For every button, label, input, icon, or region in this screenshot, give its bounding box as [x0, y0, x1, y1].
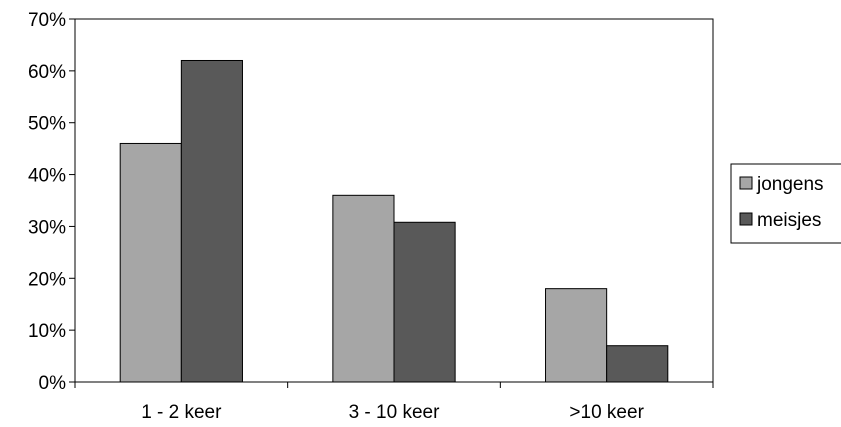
bar-jongens	[332, 194, 395, 383]
y-tick-label: 60%	[28, 62, 66, 83]
legend-swatch	[739, 212, 753, 226]
bar-jongens	[119, 142, 182, 383]
bar-jongens	[545, 288, 608, 383]
legend-swatch	[739, 176, 753, 190]
legend-label: meisjes	[757, 210, 821, 231]
y-tick-label: 10%	[28, 321, 66, 342]
y-tick-label: 50%	[28, 114, 66, 135]
bar-meisjes	[180, 59, 243, 383]
y-axis: 0% 10% 20% 30% 40% 50% 60% 70%	[28, 10, 75, 394]
bars	[119, 59, 669, 383]
y-tick-label: 20%	[28, 269, 66, 290]
x-tick-label: 1 - 2 keer	[141, 402, 222, 423]
x-axis: 1 - 2 keer 3 - 10 keer >10 keer	[74, 382, 714, 423]
legend: jongens meisjes	[730, 163, 841, 244]
y-tick-label: 30%	[28, 217, 66, 238]
bar-meisjes	[393, 221, 456, 383]
y-tick-label: 70%	[28, 10, 66, 31]
legend-label: jongens	[756, 174, 824, 195]
bar-meisjes	[606, 345, 669, 383]
y-tick-label: 40%	[28, 166, 66, 187]
legend-box	[730, 163, 841, 244]
y-tick-label: 0%	[39, 373, 67, 394]
x-tick-label: >10 keer	[569, 402, 644, 423]
x-tick-label: 3 - 10 keer	[349, 402, 440, 423]
